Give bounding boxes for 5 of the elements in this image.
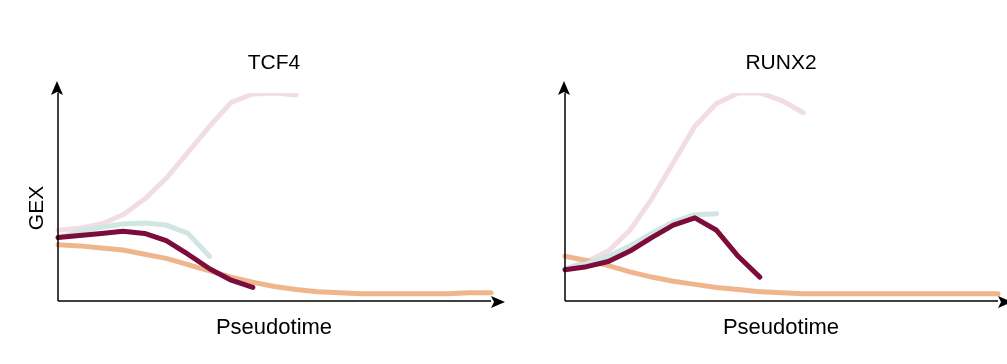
x-axis-title: Pseudotime — [214, 314, 334, 340]
chart-title: RUNX2 — [744, 50, 818, 74]
y-axis-title: GEX — [24, 185, 48, 231]
chart-title: TCF4 — [246, 50, 302, 74]
x-axis-title: Pseudotime — [721, 314, 841, 340]
